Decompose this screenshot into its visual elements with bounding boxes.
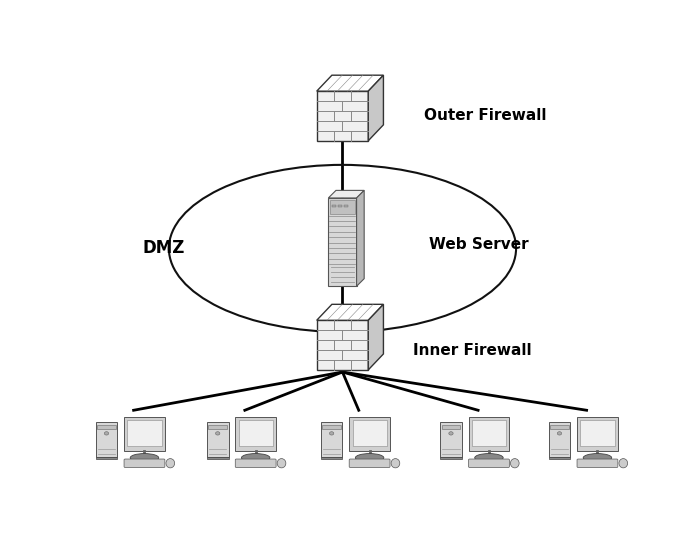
Polygon shape xyxy=(124,417,164,450)
Text: DMZ: DMZ xyxy=(142,239,185,257)
FancyBboxPatch shape xyxy=(468,459,510,467)
Polygon shape xyxy=(321,457,342,459)
Polygon shape xyxy=(549,457,570,459)
Polygon shape xyxy=(328,198,356,286)
Polygon shape xyxy=(207,457,228,459)
Polygon shape xyxy=(472,419,506,446)
FancyBboxPatch shape xyxy=(442,425,460,429)
FancyBboxPatch shape xyxy=(344,205,348,207)
FancyBboxPatch shape xyxy=(349,459,390,467)
FancyBboxPatch shape xyxy=(332,205,336,207)
Polygon shape xyxy=(316,91,368,141)
Circle shape xyxy=(557,432,561,435)
Polygon shape xyxy=(96,457,118,459)
Circle shape xyxy=(104,432,108,435)
Polygon shape xyxy=(440,423,462,457)
Polygon shape xyxy=(440,457,462,459)
FancyBboxPatch shape xyxy=(550,425,568,429)
FancyBboxPatch shape xyxy=(124,459,165,467)
FancyBboxPatch shape xyxy=(235,459,276,467)
Circle shape xyxy=(216,432,220,435)
Polygon shape xyxy=(353,419,386,446)
FancyBboxPatch shape xyxy=(577,459,618,467)
Ellipse shape xyxy=(130,454,159,462)
Polygon shape xyxy=(316,321,368,370)
Ellipse shape xyxy=(241,454,270,462)
Text: Inner Firewall: Inner Firewall xyxy=(413,343,531,358)
Ellipse shape xyxy=(619,459,628,468)
FancyBboxPatch shape xyxy=(97,425,116,429)
Polygon shape xyxy=(330,200,355,214)
Polygon shape xyxy=(321,423,342,457)
Polygon shape xyxy=(356,191,364,286)
Polygon shape xyxy=(316,75,384,91)
Polygon shape xyxy=(235,417,276,450)
Polygon shape xyxy=(549,423,570,457)
Ellipse shape xyxy=(356,454,384,462)
Polygon shape xyxy=(316,304,384,321)
Text: Outer Firewall: Outer Firewall xyxy=(424,109,547,123)
Circle shape xyxy=(330,432,334,435)
Ellipse shape xyxy=(277,459,286,468)
FancyBboxPatch shape xyxy=(323,425,341,429)
Ellipse shape xyxy=(166,459,174,468)
Polygon shape xyxy=(580,419,615,446)
Polygon shape xyxy=(468,417,510,450)
Polygon shape xyxy=(577,417,618,450)
Polygon shape xyxy=(127,419,162,446)
Polygon shape xyxy=(368,75,384,141)
Text: Web Server: Web Server xyxy=(429,237,529,252)
Polygon shape xyxy=(207,423,228,457)
Circle shape xyxy=(449,432,453,435)
FancyBboxPatch shape xyxy=(209,425,227,429)
Ellipse shape xyxy=(583,454,612,462)
Ellipse shape xyxy=(510,459,519,468)
Polygon shape xyxy=(349,417,390,450)
Polygon shape xyxy=(239,419,273,446)
Polygon shape xyxy=(96,423,118,457)
Ellipse shape xyxy=(391,459,400,468)
Ellipse shape xyxy=(475,454,503,462)
FancyBboxPatch shape xyxy=(337,205,342,207)
Polygon shape xyxy=(328,191,364,198)
Polygon shape xyxy=(368,304,384,370)
